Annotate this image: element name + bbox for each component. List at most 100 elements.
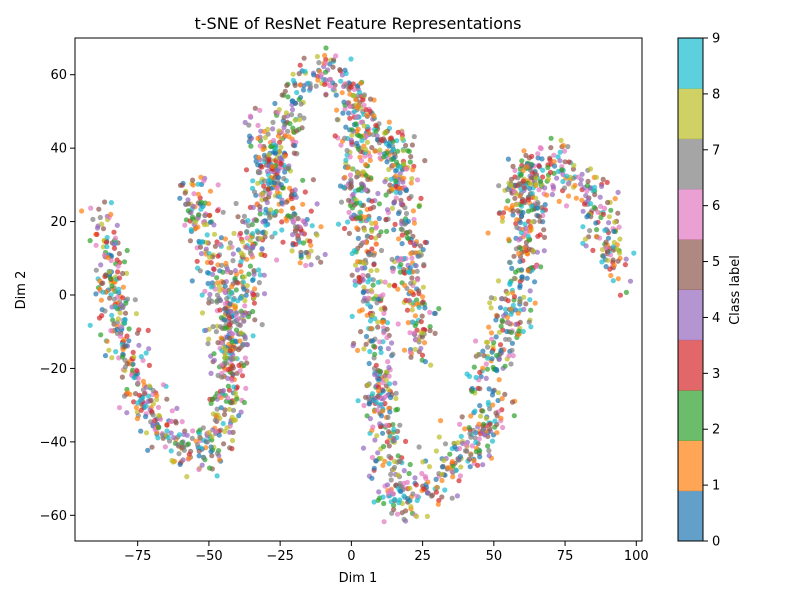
scatter-point <box>407 349 413 355</box>
scatter-point <box>565 181 571 187</box>
scatter-point <box>396 458 402 464</box>
scatter-point <box>257 169 263 176</box>
y-tick-label: 0 <box>59 289 67 304</box>
scatter-point <box>399 136 405 142</box>
scatter-point <box>565 193 572 199</box>
scatter-point <box>318 259 324 265</box>
scatter-point <box>115 263 121 269</box>
scatter-point <box>580 208 586 214</box>
scatter-point <box>279 227 285 233</box>
scatter-point <box>244 283 250 289</box>
scatter-point <box>401 175 407 181</box>
scatter-point <box>356 146 362 152</box>
scatter-point <box>407 330 413 336</box>
scatter-point <box>608 207 614 213</box>
scatter-point <box>207 188 214 194</box>
scatter-point <box>87 238 93 244</box>
scatter-point <box>241 318 247 324</box>
scatter-point <box>113 349 119 355</box>
scatter-point <box>395 210 402 217</box>
scatter-point <box>409 307 415 313</box>
scatter-point <box>494 313 500 319</box>
scatter-point <box>208 400 214 406</box>
scatter-point <box>408 180 414 186</box>
scatter-point <box>302 189 308 195</box>
scatter-point <box>512 195 518 201</box>
scatter-point <box>133 311 139 317</box>
scatter-point <box>535 155 541 161</box>
scatter-point <box>233 200 239 207</box>
scatter-point <box>257 204 263 210</box>
scatter-point <box>508 361 514 367</box>
scatter-point <box>399 232 405 238</box>
scatter-point <box>314 53 320 60</box>
scatter-point <box>126 326 132 332</box>
scatter-point <box>525 208 532 214</box>
scatter-point <box>291 218 297 224</box>
scatter-point <box>387 182 393 188</box>
scatter-point <box>377 147 383 153</box>
scatter-point <box>234 396 240 402</box>
scatter-point <box>116 405 123 411</box>
scatter-point <box>506 236 512 242</box>
scatter-point <box>506 259 513 265</box>
scatter-point <box>485 344 491 350</box>
scatter-point <box>566 159 572 165</box>
scatter-point <box>390 491 396 497</box>
scatter-point <box>493 366 500 373</box>
scatter-point <box>222 407 228 413</box>
scatter-point <box>361 346 367 352</box>
scatter-point <box>308 242 314 248</box>
scatter-point <box>592 184 598 190</box>
scatter-point <box>511 189 517 195</box>
y-tick-label: 60 <box>50 68 67 83</box>
scatter-point <box>131 354 137 360</box>
scatter-point <box>421 486 427 492</box>
scatter-point <box>404 230 410 236</box>
scatter-point <box>361 402 367 409</box>
scatter-point <box>419 313 425 319</box>
scatter-point <box>181 431 187 437</box>
scatter-point <box>194 258 200 264</box>
scatter-point <box>237 338 243 344</box>
scatter-point <box>189 278 195 284</box>
scatter-point <box>515 175 521 181</box>
scatter-point <box>485 443 491 449</box>
scatter-point <box>371 252 377 258</box>
scatter-point <box>505 290 511 297</box>
scatter-point <box>499 396 505 402</box>
scatter-point <box>527 167 534 173</box>
scatter-point <box>207 465 213 471</box>
scatter-point <box>339 90 345 96</box>
scatter-point <box>520 328 526 335</box>
scatter-point <box>357 214 363 220</box>
scatter-point <box>114 222 120 228</box>
scatter-point <box>410 491 416 497</box>
scatter-point <box>308 262 314 268</box>
scatter-point <box>581 201 588 207</box>
scatter-point <box>130 349 136 355</box>
scatter-point <box>261 178 268 184</box>
scatter-point <box>229 339 235 345</box>
scatter-point <box>230 365 236 371</box>
scatter-point <box>100 289 106 295</box>
scatter-point <box>513 269 519 275</box>
scatter-point <box>480 408 486 414</box>
scatter-point <box>319 71 325 77</box>
scatter-point <box>535 233 541 239</box>
scatter-point <box>503 205 509 211</box>
scatter-point <box>237 322 243 328</box>
scatter-point <box>528 203 535 209</box>
scatter-point <box>212 417 218 423</box>
scatter-point <box>327 83 333 89</box>
scatter-point <box>145 327 151 333</box>
scatter-point <box>134 330 141 336</box>
scatter-point <box>415 277 421 283</box>
scatter-point <box>510 208 516 214</box>
scatter-point <box>560 178 566 185</box>
scatter-point <box>428 362 434 368</box>
scatter-point <box>395 406 401 412</box>
scatter-point <box>270 119 276 125</box>
scatter-point <box>401 493 407 499</box>
scatter-point <box>296 96 302 102</box>
